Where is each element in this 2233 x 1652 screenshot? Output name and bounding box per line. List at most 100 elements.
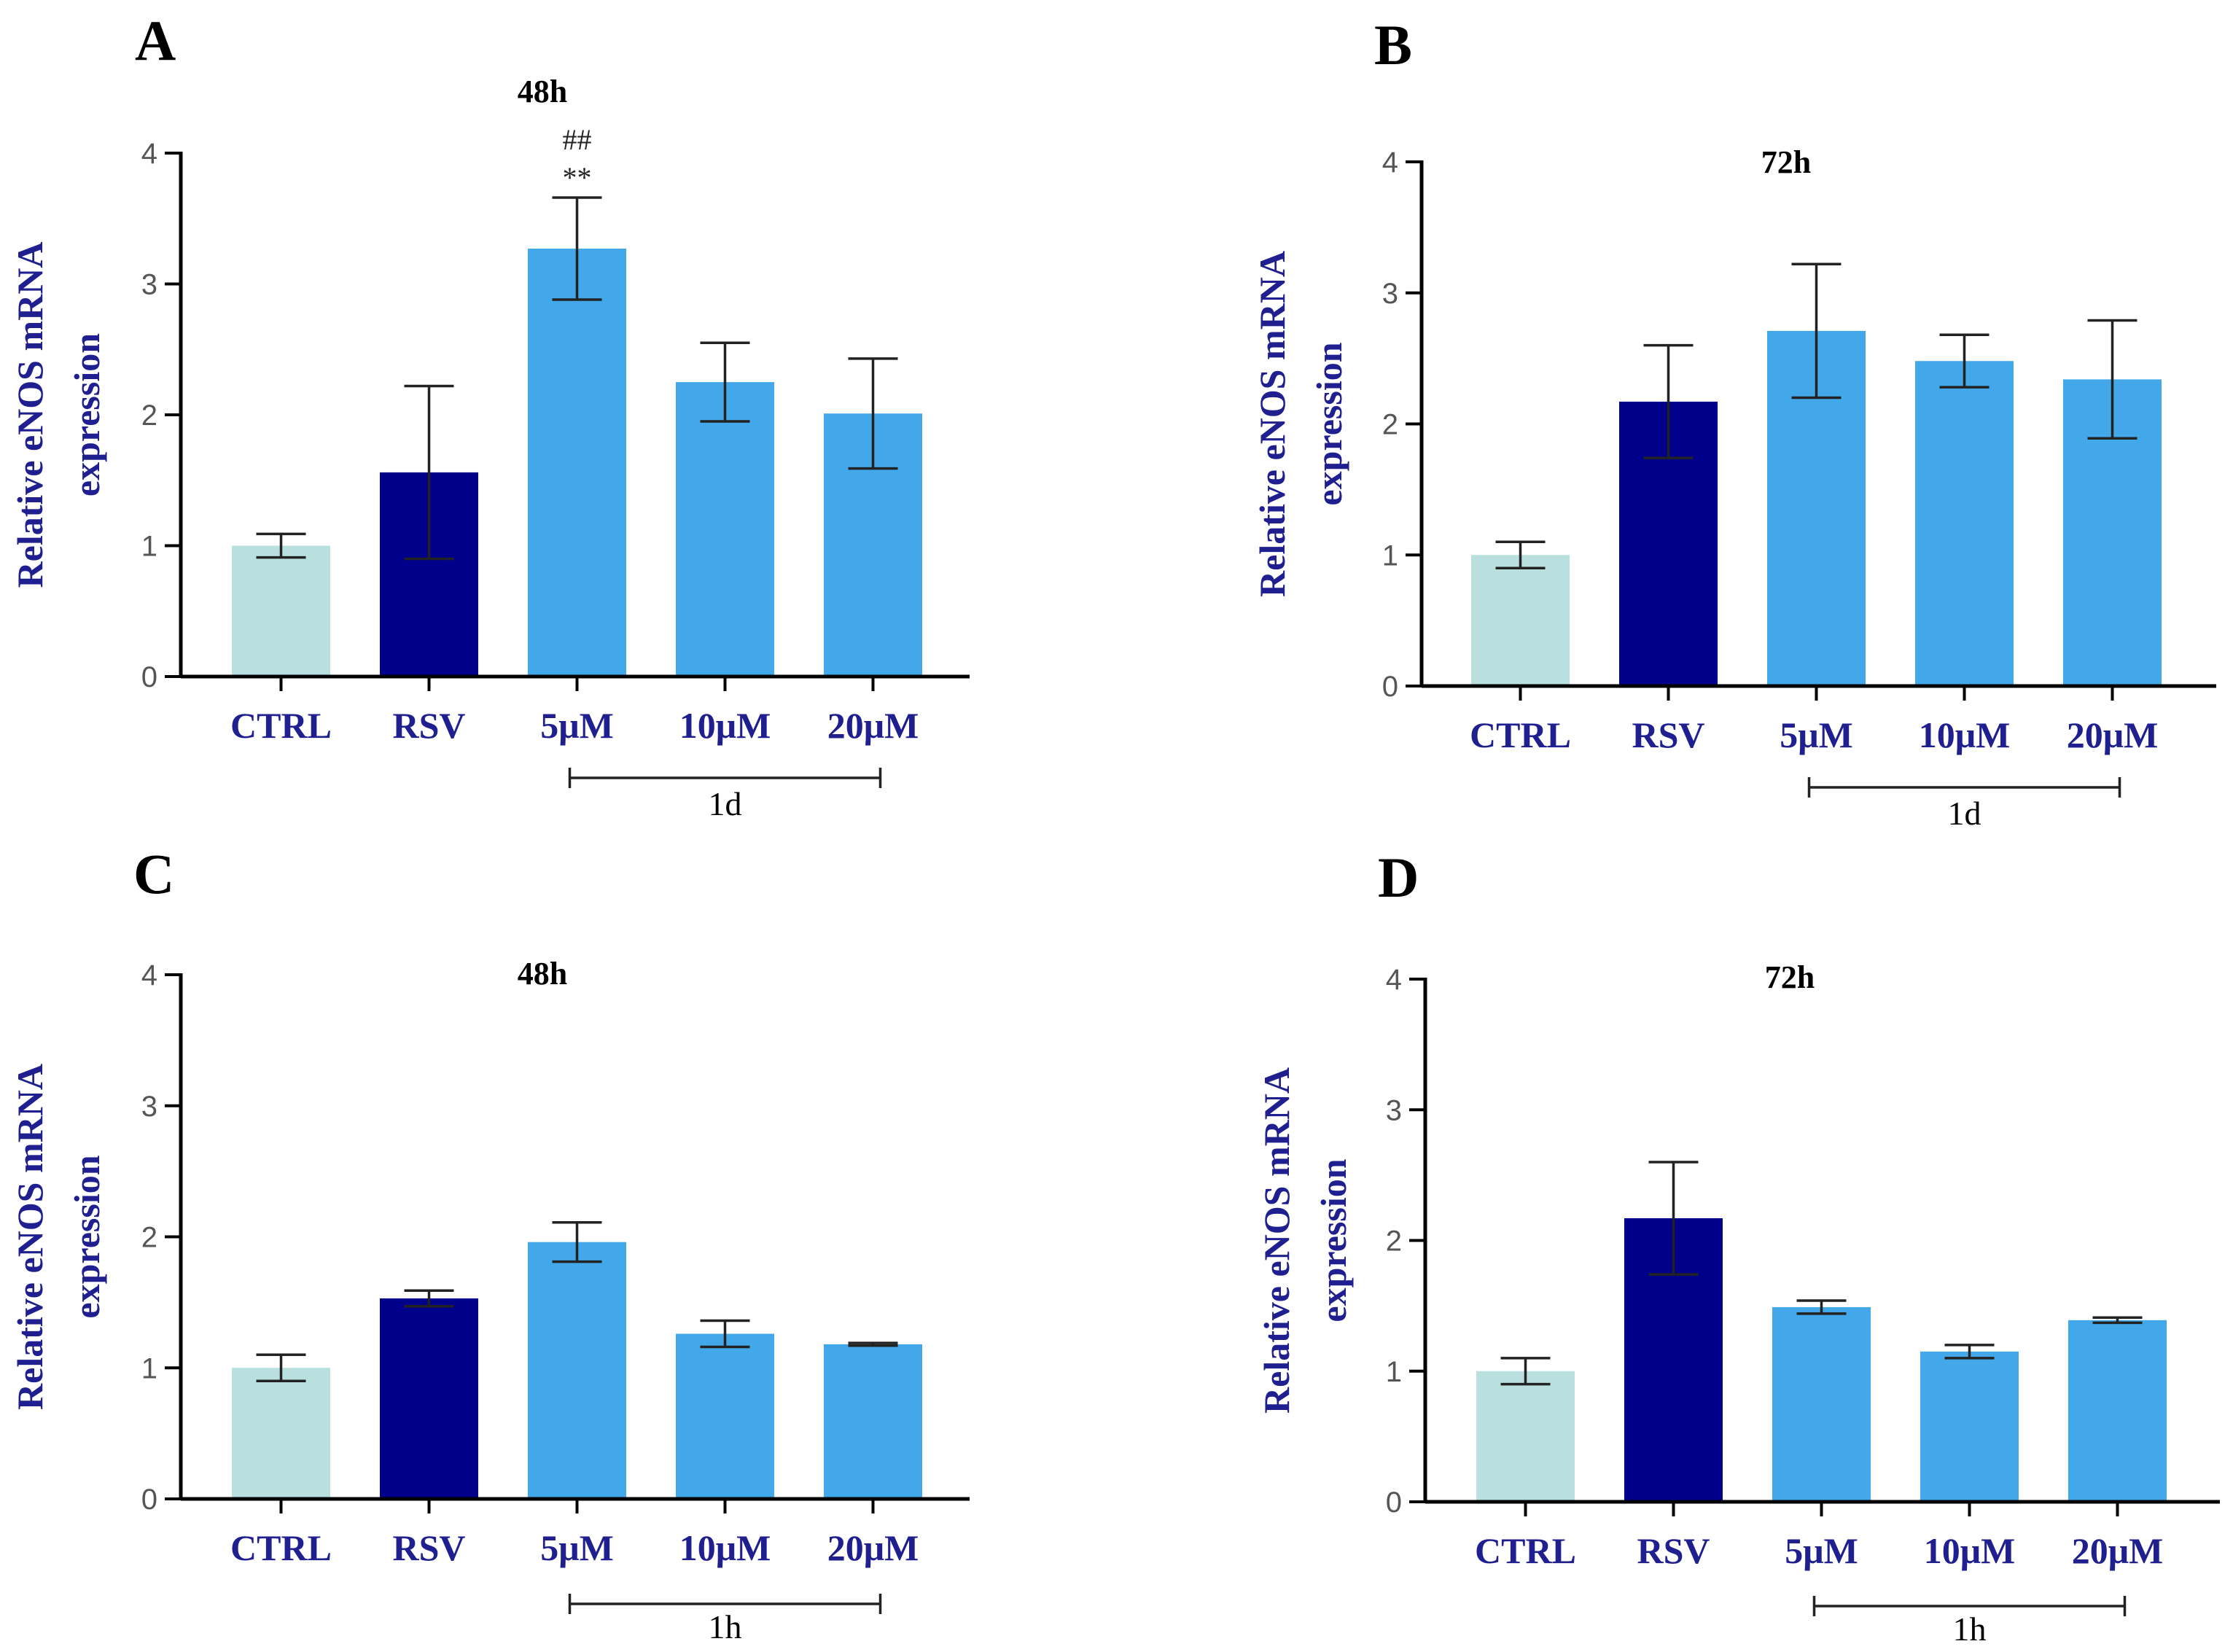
- y-tick-label: 4: [141, 959, 157, 991]
- error-bar-2: [1796, 1299, 1847, 1315]
- error-bar-3: [700, 1319, 750, 1349]
- x-tick-label: CTRL: [1475, 1530, 1576, 1571]
- error-bar-0: [256, 1353, 306, 1382]
- panel-d: D 72h Relative eNOS mRNA expression 0 1 2 3 4 CTR…: [1256, 846, 2220, 1648]
- x-tick-label: 10μM: [679, 1527, 771, 1568]
- error-bar-4: [848, 1341, 898, 1347]
- y-tick-label: 3: [1386, 1094, 1402, 1126]
- bar-4: [824, 1344, 922, 1499]
- group-label: 1h: [1953, 1610, 1987, 1648]
- y-tick-label: 4: [1386, 964, 1402, 996]
- y-tick-label: 1: [1382, 539, 1398, 572]
- y-tick-label: 4: [1382, 147, 1398, 179]
- y-tick-label: 0: [1382, 671, 1398, 703]
- error-bar-4: [848, 357, 898, 470]
- y-axis-label: expression: [66, 333, 107, 496]
- bar-0: [1471, 555, 1570, 686]
- bar-2: [528, 249, 626, 677]
- x-tick-label: 5μM: [540, 1527, 614, 1568]
- x-tick-label: 5μM: [1780, 714, 1853, 755]
- y-tick-label: 0: [1386, 1487, 1402, 1519]
- bar-1: [380, 1298, 478, 1499]
- error-bar-2: [552, 196, 602, 301]
- y-tick-label: 0: [141, 1484, 157, 1516]
- x-tick-label: 20μM: [2067, 714, 2159, 755]
- panel-c: C 48h Relative eNOS mRNA expression 0 1 2 3 4 CTR…: [9, 842, 970, 1645]
- chart-title: 48h: [518, 956, 567, 991]
- x-tick-label: CTRL: [230, 1527, 332, 1568]
- bar-3: [1920, 1351, 2019, 1502]
- error-bar-1: [1648, 1161, 1699, 1276]
- y-axis-label: expression: [66, 1155, 107, 1318]
- y-axis-label: expression: [1309, 342, 1349, 505]
- panel-b: B 72h Relative eNOS mRNA expression 0 1 2 3 4 CTR…: [1252, 13, 2216, 832]
- y-tick-label: 3: [141, 1091, 157, 1123]
- bar-3: [676, 382, 774, 677]
- bar-3: [676, 1333, 774, 1499]
- group-bracket: [568, 768, 882, 788]
- y-tick-label: 3: [1382, 278, 1398, 310]
- y-tick-label: 3: [141, 269, 157, 301]
- x-tick-label: RSV: [1637, 1530, 1710, 1571]
- chart-title: 48h: [518, 74, 567, 109]
- y-tick-label: 0: [141, 661, 157, 693]
- y-axis-label: Relative eNOS mRNA: [9, 242, 50, 588]
- error-bar-1: [404, 1289, 454, 1308]
- error-bar-2: [1791, 262, 1842, 400]
- x-tick-label: RSV: [392, 1527, 465, 1568]
- panel-letter: D: [1378, 846, 1419, 909]
- group-bracket: [1812, 1596, 2127, 1616]
- panel-letter: C: [133, 842, 174, 905]
- significance-mark: ##: [563, 123, 592, 156]
- x-tick-label: 5μM: [1785, 1530, 1858, 1571]
- y-axis-label: expression: [1313, 1158, 1354, 1322]
- x-tick-label: 20μM: [827, 1527, 919, 1568]
- y-tick-label: 2: [1386, 1226, 1402, 1258]
- error-bar-0: [256, 532, 306, 559]
- error-bar-0: [1500, 1357, 1551, 1386]
- group-label: 1d: [1948, 795, 1981, 832]
- error-bar-2: [552, 1220, 602, 1263]
- bar-4: [2068, 1320, 2167, 1502]
- bar-2: [1772, 1306, 1871, 1502]
- y-axis-label: Relative eNOS mRNA: [1252, 251, 1293, 597]
- group-label: 1d: [709, 785, 742, 822]
- x-tick-label: 10μM: [679, 705, 771, 746]
- y-tick-label: 2: [1382, 409, 1398, 441]
- x-tick-label: RSV: [1632, 714, 1704, 755]
- error-bar-1: [404, 384, 454, 561]
- panel-a: A 48h Relative eNOS mRNA expression 0 1 2 3 4 CTR…: [9, 9, 970, 822]
- y-tick-label: 1: [141, 1352, 157, 1384]
- error-bar-3: [700, 341, 750, 423]
- x-tick-label: RSV: [392, 705, 465, 746]
- x-tick-label: 20μM: [2072, 1530, 2164, 1571]
- x-tick-label: 10μM: [1924, 1530, 2016, 1571]
- group-bracket: [568, 1594, 882, 1614]
- panel-letter: B: [1374, 13, 1412, 77]
- x-tick-label: CTRL: [1470, 714, 1571, 755]
- error-bar-0: [1495, 540, 1546, 569]
- bar-0: [232, 1368, 330, 1499]
- chart-title: 72h: [1765, 959, 1815, 995]
- bar-0: [1476, 1371, 1575, 1502]
- bar-0: [232, 545, 330, 677]
- bar-3: [1915, 361, 2014, 686]
- error-bar-3: [1939, 333, 1990, 389]
- bar-2: [528, 1242, 626, 1499]
- panel-letter: A: [135, 9, 176, 72]
- significance-mark: **: [563, 161, 592, 194]
- group-bracket: [1807, 777, 2121, 798]
- x-tick-label: CTRL: [230, 705, 332, 746]
- y-tick-label: 2: [141, 400, 157, 432]
- y-axis-label: Relative eNOS mRNA: [9, 1064, 50, 1410]
- y-tick-label: 4: [141, 138, 157, 170]
- y-tick-label: 1: [141, 531, 157, 563]
- error-bar-3: [1944, 1344, 1995, 1360]
- group-label: 1h: [709, 1608, 742, 1645]
- x-tick-label: 5μM: [540, 705, 614, 746]
- error-bar-1: [1643, 343, 1694, 459]
- chart-title: 72h: [1761, 144, 1811, 180]
- error-bar-4: [2092, 1316, 2143, 1325]
- x-tick-label: 20μM: [827, 705, 919, 746]
